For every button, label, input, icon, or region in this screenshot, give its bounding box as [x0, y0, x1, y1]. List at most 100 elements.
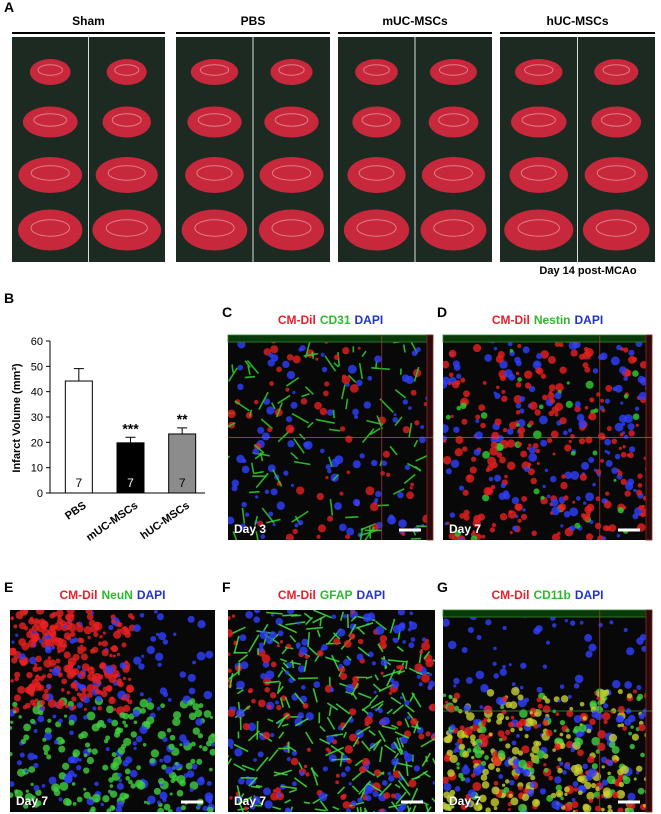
panel-label: C: [222, 304, 232, 320]
fiber: [303, 659, 308, 672]
fiber: [255, 756, 269, 772]
fiber: [291, 659, 295, 669]
cell: [418, 733, 425, 740]
cell: [408, 642, 415, 649]
fiber: [284, 696, 291, 709]
stain-name: Nestin: [534, 313, 571, 327]
cell: [625, 482, 634, 491]
cell: [497, 351, 505, 359]
cell: [49, 624, 57, 632]
cell: [373, 769, 381, 777]
stain-name: CD31: [320, 313, 351, 327]
cell: [604, 398, 611, 404]
cell: [264, 800, 273, 809]
cell: [465, 474, 475, 483]
fiber: [305, 616, 314, 626]
fiber: [405, 660, 408, 670]
cell: [83, 626, 93, 635]
cell: [342, 801, 351, 809]
cell: [206, 806, 214, 812]
cell: [596, 696, 600, 701]
cell: [374, 355, 382, 363]
brain-slice-hilite: [433, 219, 474, 237]
cell: [14, 671, 21, 678]
cell: [623, 627, 628, 633]
fiber: [273, 771, 288, 776]
fiber: [267, 718, 274, 723]
cell: [523, 466, 530, 472]
cell: [128, 677, 132, 682]
cell: [548, 390, 553, 395]
fiber: [324, 355, 337, 372]
cell: [544, 698, 551, 704]
cell: [602, 712, 611, 721]
cell: [617, 723, 621, 728]
cell: [571, 801, 579, 809]
cell: [175, 806, 183, 812]
fiber: [258, 391, 269, 411]
cell: [488, 732, 493, 737]
cell: [494, 392, 501, 400]
cell: [623, 376, 629, 381]
cell: [493, 346, 498, 351]
cell: [449, 754, 458, 764]
fiber: [281, 723, 289, 727]
cell: [192, 660, 196, 665]
bar: [168, 433, 197, 494]
cell: [465, 677, 473, 684]
cell: [122, 760, 129, 767]
micrograph: [228, 610, 435, 812]
cell: [582, 351, 592, 360]
cell: [255, 495, 259, 499]
cell: [443, 736, 451, 744]
cell: [564, 792, 568, 797]
cell: [533, 430, 542, 440]
cell: [30, 782, 34, 787]
brain-slice: [343, 209, 410, 251]
cell: [13, 710, 17, 714]
cell: [496, 385, 500, 390]
brain-slice-hilite: [438, 64, 469, 76]
cell: [275, 617, 283, 626]
cell: [267, 704, 272, 709]
fiber: [241, 764, 255, 771]
cell: [559, 761, 564, 766]
cell: [41, 783, 46, 788]
cell: [269, 692, 277, 699]
cell: [496, 452, 503, 458]
fiber: [377, 504, 389, 507]
cell: [394, 792, 402, 800]
fiber: [395, 791, 407, 805]
cell: [24, 769, 29, 773]
cell: [522, 768, 531, 777]
panel-title: CM-Dil CD31 DAPI: [278, 313, 383, 327]
brain-slice: [509, 157, 568, 193]
cell: [551, 800, 561, 810]
cell: [611, 438, 618, 445]
cell: [187, 673, 196, 682]
caption: Day 14 post-MCAo: [539, 265, 636, 277]
cell: [421, 673, 430, 683]
cell: [166, 728, 172, 733]
cell: [106, 705, 114, 714]
cell: [618, 414, 628, 423]
cell: [260, 534, 266, 539]
cell: [524, 370, 533, 379]
cell: [567, 694, 572, 699]
cell: [43, 688, 49, 694]
stain-name: NeuN: [101, 588, 132, 602]
cell: [345, 435, 353, 443]
fiber: [244, 375, 256, 379]
cell: [253, 616, 261, 623]
cell: [463, 390, 470, 398]
cell: [543, 767, 549, 773]
cell: [28, 766, 36, 773]
cell: [597, 730, 606, 739]
cell: [51, 667, 61, 676]
cell: [627, 423, 635, 431]
cell: [486, 689, 495, 697]
cell: [590, 782, 597, 789]
cell: [66, 610, 75, 615]
fiber: [359, 806, 362, 812]
cell: [460, 803, 468, 811]
